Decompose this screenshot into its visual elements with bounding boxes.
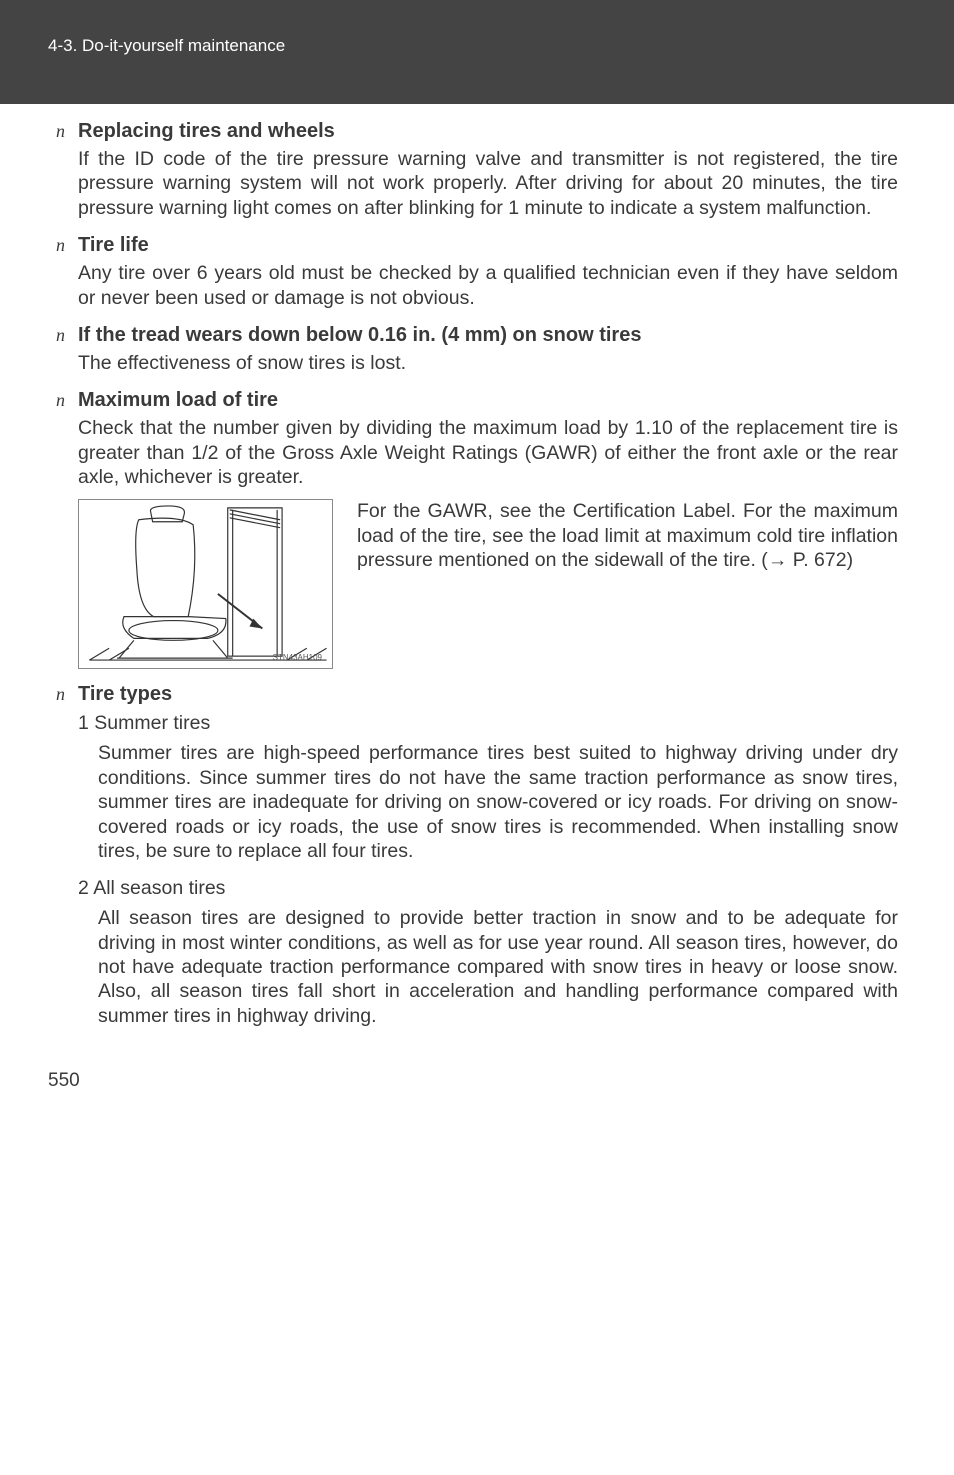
subitem-heading: 1 Summer tires (78, 712, 898, 735)
section-body: If the ID code of the tire pressure warn… (78, 147, 898, 220)
page-footer: 550 (0, 1042, 954, 1120)
section-title: Tire life (78, 234, 149, 257)
subitem-number: 2 (78, 877, 89, 899)
section-title: Tire types (78, 683, 172, 706)
seat-diagram: STN43AH109 (78, 499, 333, 669)
figure-row: STN43AH109 For the GAWR, see the Certifi… (78, 499, 898, 669)
subitem-number: 1 (78, 712, 89, 734)
bullet-icon: n (56, 390, 78, 411)
section-max-load: n Maximum load of tire Check that the nu… (56, 389, 898, 669)
subitem-heading: 2 All season tires (78, 877, 898, 900)
section-replacing: n Replacing tires and wheels If the ID c… (56, 120, 898, 220)
section-body: The effectiveness of snow tires is lost. (78, 351, 898, 375)
section-body: Any tire over 6 years old must be checke… (78, 261, 898, 310)
bullet-icon: n (56, 121, 78, 142)
subitem-label: Summer tires (94, 712, 210, 734)
subitem-label: All season tires (93, 877, 225, 899)
section-title: Maximum load of tire (78, 389, 278, 412)
header-band: 4-3. Do-it-yourself maintenance (0, 0, 954, 104)
bullet-icon: n (56, 684, 78, 705)
subitem-body: Summer tires are high-speed performance … (98, 741, 898, 863)
figure-code: STN43AH109 (273, 653, 322, 662)
figure-side-text: For the GAWR, see the Certification Labe… (357, 499, 898, 669)
section-tread: n If the tread wears down below 0.16 in.… (56, 324, 898, 375)
figure-text-post: P. 672) (787, 549, 853, 571)
section-title: If the tread wears down below 0.16 in. (… (78, 324, 641, 347)
arrow-icon: → (768, 549, 788, 571)
page-number: 550 (48, 1070, 80, 1091)
section-tire-life: n Tire life Any tire over 6 years old mu… (56, 234, 898, 310)
section-tire-types: n Tire types 1 Summer tires Summer tires… (56, 683, 898, 1028)
bullet-icon: n (56, 325, 78, 346)
section-body: Check that the number given by dividing … (78, 416, 898, 489)
bullet-icon: n (56, 235, 78, 256)
page-content: n Replacing tires and wheels If the ID c… (0, 104, 954, 1028)
section-title: Replacing tires and wheels (78, 120, 335, 143)
subitem-body: All season tires are designed to provide… (98, 906, 898, 1028)
breadcrumb: 4-3. Do-it-yourself maintenance (48, 36, 285, 55)
